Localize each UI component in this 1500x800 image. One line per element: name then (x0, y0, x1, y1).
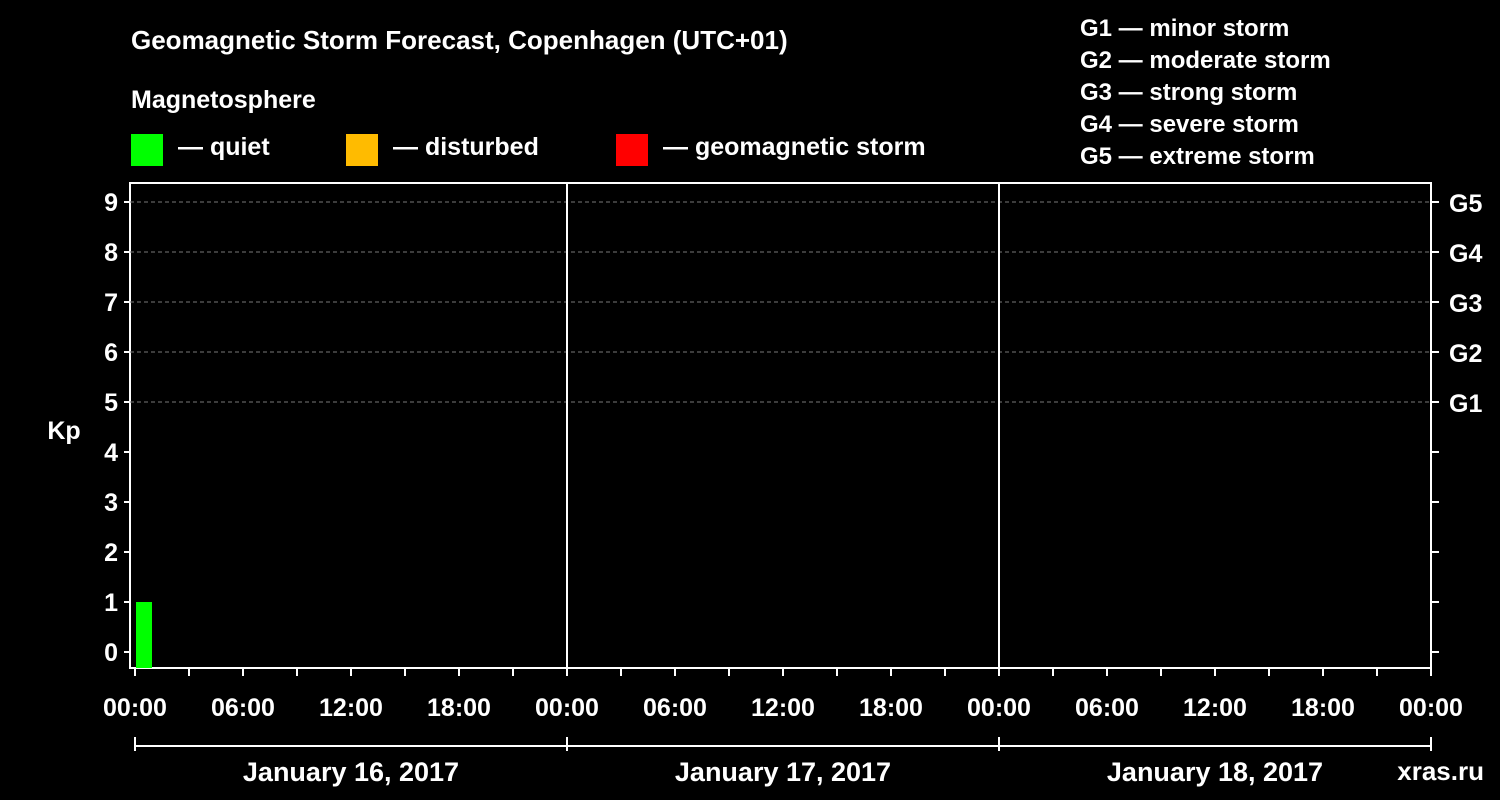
y-tick-label: 1 (104, 589, 118, 617)
legend-swatch-disturbed (346, 134, 378, 166)
storm-scale-g4: G4 — severe storm (1080, 111, 1299, 138)
y-tick-label: 0 (104, 639, 118, 667)
watermark: xras.ru (1397, 756, 1484, 786)
legend-label-quiet: — quiet (178, 133, 270, 161)
x-tick-label: 12:00 (751, 694, 815, 722)
legend-swatch-quiet (131, 134, 163, 166)
right-axis-label-G5: G5 (1449, 190, 1482, 218)
right-axis-label-G1: G1 (1449, 390, 1482, 418)
x-tick-label: 12:00 (1183, 694, 1247, 722)
x-tick-label: 18:00 (1291, 694, 1355, 722)
y-tick-label: 4 (104, 439, 118, 467)
legend-label-storm: — geomagnetic storm (663, 133, 926, 161)
x-tick-label: 06:00 (1075, 694, 1139, 722)
y-tick-label: 7 (104, 289, 118, 317)
day-label-2: January 17, 2017 (675, 757, 891, 787)
storm-scale-g5: G5 — extreme storm (1080, 143, 1315, 170)
day-label-3: January 18, 2017 (1107, 757, 1323, 787)
x-tick-label: 18:00 (427, 694, 491, 722)
x-tick-label: 06:00 (643, 694, 707, 722)
storm-scale-g3: G3 — strong storm (1080, 79, 1298, 106)
y-tick-label: 2 (104, 539, 118, 567)
x-tick-label: 00:00 (535, 694, 599, 722)
right-axis-label-G4: G4 (1449, 240, 1482, 268)
y-tick-label: 8 (104, 239, 118, 267)
right-axis-label-G3: G3 (1449, 290, 1482, 318)
magnetosphere-heading: Magnetosphere (131, 86, 316, 114)
x-tick-label: 00:00 (103, 694, 167, 722)
x-tick-label: 18:00 (859, 694, 923, 722)
x-tick-label: 00:00 (1399, 694, 1463, 722)
day-label-1: January 16, 2017 (243, 757, 459, 787)
y-axis-label: Kp (47, 417, 80, 445)
x-tick-label: 00:00 (967, 694, 1031, 722)
plot-frame (129, 182, 1432, 669)
x-tick-label: 06:00 (211, 694, 275, 722)
y-tick-label: 9 (104, 189, 118, 217)
y-tick-label: 6 (104, 339, 118, 367)
legend-swatch-storm (616, 134, 648, 166)
y-tick-label: 5 (104, 389, 118, 417)
y-tick-label: 3 (104, 489, 118, 517)
legend-label-disturbed: — disturbed (393, 133, 539, 161)
x-tick-label: 12:00 (319, 694, 383, 722)
storm-scale-g1: G1 — minor storm (1080, 15, 1290, 42)
kp-bar-0 (136, 602, 152, 668)
right-axis-label-G2: G2 (1449, 340, 1482, 368)
storm-scale-g2: G2 — moderate storm (1080, 47, 1331, 74)
chart-title: Geomagnetic Storm Forecast, Copenhagen (… (131, 25, 788, 55)
